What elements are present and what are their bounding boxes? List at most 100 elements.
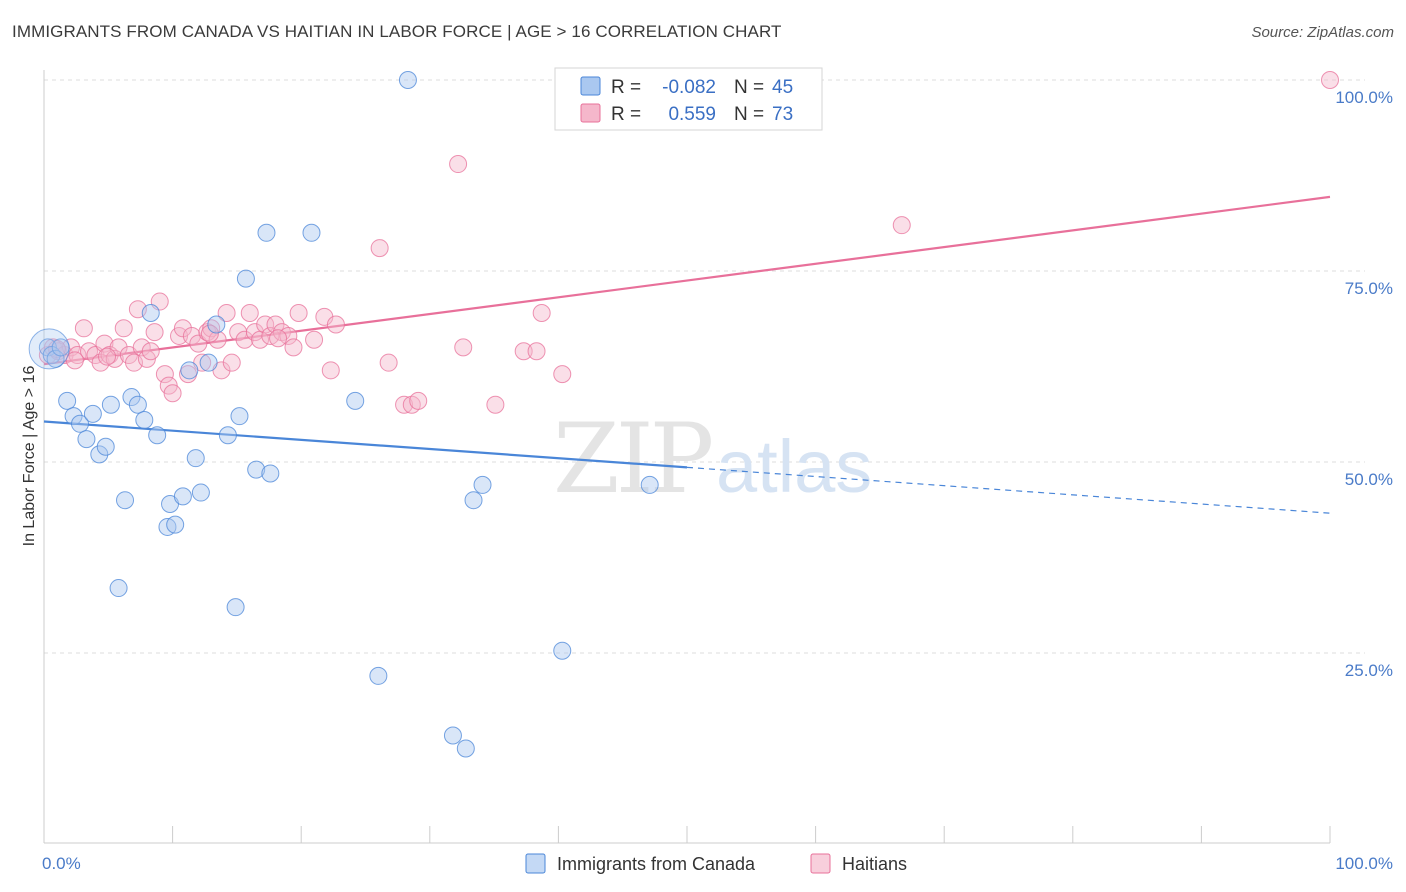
canada-point <box>64 407 83 426</box>
chart-title: IMMIGRANTS FROM CANADA VS HAITIAN IN LAB… <box>12 22 782 41</box>
haitians-point <box>145 323 164 342</box>
canada-point <box>96 437 115 456</box>
legend-r-label-canada: R = <box>611 77 641 98</box>
haitians-point <box>256 315 275 334</box>
haitians-point <box>74 319 93 338</box>
legend-r-value-canada: -0.082 <box>662 77 716 98</box>
canada-point <box>116 491 135 510</box>
y-axis-tick-labels: 25.0% 50.0% 75.0% 100.0% <box>1335 88 1393 680</box>
canada-point <box>230 407 249 426</box>
watermark-atlas: atlas <box>716 425 872 508</box>
trend-line-haitians <box>43 195 1331 366</box>
haitians-point <box>514 342 533 361</box>
haitians-point <box>240 304 259 323</box>
haitians-point <box>379 353 398 372</box>
haitians-point <box>486 395 505 414</box>
haitians-point <box>527 342 546 361</box>
canada-point <box>71 414 90 433</box>
bottom-legend-label-haitians: Haitians <box>842 854 907 874</box>
haitians-point <box>269 329 288 348</box>
haitians-point <box>217 304 236 323</box>
canada-point <box>58 391 77 410</box>
canada-point <box>226 598 245 617</box>
haitians-point <box>98 347 117 366</box>
canada-point <box>257 223 276 242</box>
haitians-point <box>141 342 160 361</box>
canada-point <box>302 223 321 242</box>
canada-point <box>186 449 205 468</box>
canada-point <box>141 304 160 323</box>
canada-point <box>101 395 120 414</box>
haitians-point <box>326 315 345 334</box>
canada-point <box>346 391 365 410</box>
canada-point <box>640 475 659 494</box>
haitians-point <box>65 351 84 370</box>
haitians-point <box>449 155 468 174</box>
canada-point <box>191 483 210 502</box>
haitians-point <box>553 365 572 384</box>
canada-point <box>207 315 226 334</box>
correlation-legend: R = -0.082 N = 45 R = 0.559 N = 73 <box>554 67 823 131</box>
canada-point <box>369 666 388 685</box>
canada-point <box>148 426 167 445</box>
x-tick-label-max: 100.0% <box>1335 854 1393 873</box>
canada-point <box>173 487 192 506</box>
haitians-point <box>68 346 87 365</box>
canada-point <box>83 404 102 423</box>
haitians-point <box>163 384 182 403</box>
canada-point <box>90 445 109 464</box>
legend-r-value-haitians: 0.559 <box>668 104 716 125</box>
haitians-point <box>532 304 551 323</box>
bottom-legend-swatch-haitians <box>810 853 831 874</box>
haitians-point <box>409 391 428 410</box>
canada-point <box>443 726 462 745</box>
y-axis-title: In Labor Force | Age > 16 <box>21 366 38 547</box>
source-credit: Source: ZipAtlas.com <box>1251 24 1394 41</box>
canada-point <box>128 395 147 414</box>
canada-point <box>456 739 475 758</box>
canada-point <box>46 349 65 368</box>
haitians-point <box>235 330 254 349</box>
haitians-point <box>1321 71 1339 89</box>
haitians-point <box>266 315 285 334</box>
haitians-point <box>289 304 308 323</box>
canada-point <box>236 269 255 288</box>
trend-line-canada-dashed <box>686 466 1331 514</box>
canada-point <box>398 71 417 89</box>
canada-cluster-point <box>28 328 70 370</box>
canada-point <box>180 361 199 380</box>
y-tick-label-25: 25.0% <box>1345 661 1393 680</box>
canada-point <box>122 388 141 407</box>
series-legend: Immigrants from Canada Haitians <box>525 853 907 874</box>
canada-point <box>464 491 483 510</box>
legend-n-value-canada: 45 <box>772 77 793 98</box>
haitians-point <box>200 324 219 343</box>
canada-point <box>109 579 128 598</box>
series-canada-points <box>28 71 659 758</box>
watermark: ZIP atlas <box>553 403 872 515</box>
haitians-point <box>222 353 241 372</box>
haitians-point <box>114 319 133 338</box>
haitians-point <box>305 330 324 349</box>
haitians-point <box>892 216 911 235</box>
haitians-point <box>155 365 174 384</box>
canada-point <box>553 641 572 660</box>
legend-n-label-haitians: N = <box>734 104 764 125</box>
gridlines <box>44 79 1365 654</box>
canada-point <box>199 353 218 372</box>
canada-point <box>261 464 280 483</box>
haitians-point <box>395 395 414 414</box>
series-haitians-points <box>38 71 1339 414</box>
legend-swatch-canada <box>580 76 601 96</box>
canada-point <box>166 515 185 534</box>
haitians-point <box>284 338 303 357</box>
x-tick-label-min: 0.0% <box>42 854 81 873</box>
haitians-point <box>321 361 340 380</box>
haitians-point <box>132 338 151 357</box>
legend-r-label-haitians: R = <box>611 104 641 125</box>
haitians-point <box>182 326 201 345</box>
y-tick-label-75: 75.0% <box>1345 279 1393 298</box>
haitians-point <box>173 319 192 338</box>
haitians-point <box>454 338 473 357</box>
